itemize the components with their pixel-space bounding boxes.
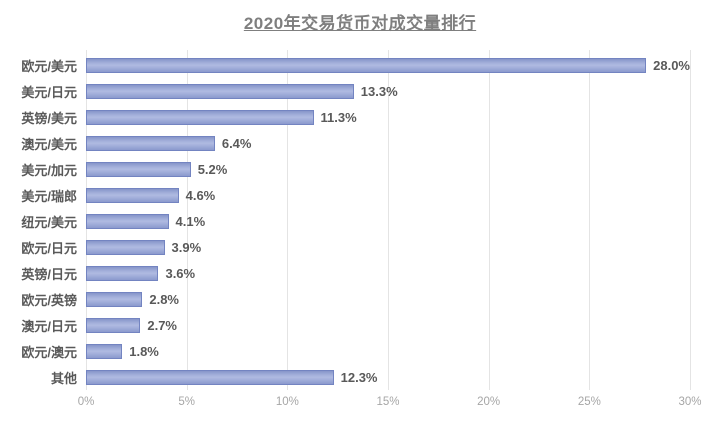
bar: [86, 291, 143, 307]
data-label: 3.6%: [165, 265, 196, 281]
category-label: 其他: [50, 370, 77, 386]
category-label: 欧元/日元: [21, 240, 77, 256]
data-label: 2.7%: [147, 317, 177, 333]
chart-row: 英镑/美元 11.3%: [21, 104, 690, 130]
category-label: 英镑/美元: [21, 110, 77, 126]
category-label: 澳元/美元: [21, 136, 77, 152]
data-label: 5.2%: [197, 161, 228, 177]
data-label: 6.4%: [221, 135, 252, 151]
data-label: 28.0%: [653, 57, 690, 73]
gridline: [589, 50, 591, 390]
chart-row: 欧元/英镑 2.8%: [21, 286, 690, 312]
bar: [86, 317, 141, 333]
bar: [86, 343, 123, 359]
x-tick-label: 20%: [477, 396, 501, 408]
category-label: 澳元/日元: [21, 318, 77, 334]
gridline: [287, 50, 289, 390]
chart-row: 澳元/日元 2.7%: [21, 312, 690, 338]
bar-rows: 欧元/美元 28.0% 美元/日元 13.3% 英镑/美元 11.3% 澳元/美元 6.4% 美…: [21, 52, 690, 390]
gridline: [488, 50, 490, 390]
data-label: 11.3%: [320, 109, 357, 125]
x-tick-label: 15%: [376, 396, 400, 408]
chart-row: 美元/瑞郎 4.6%: [21, 182, 690, 208]
chart-row: 美元/日元 13.3%: [21, 78, 690, 104]
category-label: 欧元/英镑: [21, 292, 77, 308]
gridline: [186, 50, 188, 390]
data-label: 4.1%: [175, 213, 206, 229]
gridline: [388, 50, 389, 390]
x-tick-label: 30%: [678, 396, 702, 408]
chart-row: 澳元/美元 6.4%: [21, 130, 690, 156]
bar: [86, 135, 215, 151]
data-label: 1.8%: [129, 343, 159, 359]
gridline: [690, 50, 691, 390]
data-label: 13.3%: [360, 83, 398, 99]
bar: [86, 265, 159, 281]
category-label: 美元/加元: [21, 162, 77, 178]
bar: [86, 109, 314, 125]
bar: [86, 83, 354, 99]
data-label: 12.3%: [340, 369, 378, 385]
x-tick-label: 25%: [577, 396, 601, 408]
data-label: 3.9%: [171, 239, 202, 255]
category-label: 纽元/美元: [21, 214, 77, 230]
bar: [86, 57, 647, 73]
plot-area: 欧元/美元 28.0% 美元/日元 13.3% 英镑/美元 11.3% 澳元/美元 6.4% 美…: [21, 50, 702, 408]
bar: [86, 213, 169, 229]
chart-row: 欧元/美元 28.0%: [21, 52, 690, 78]
bar: [86, 187, 179, 203]
chart-row: 美元/加元 5.2%: [21, 156, 690, 182]
category-label: 英镑/日元: [21, 266, 77, 282]
bar: [86, 161, 191, 177]
chart-row: 英镑/日元 3.6%: [21, 260, 690, 286]
chart-row: 纽元/美元 4.1%: [21, 208, 690, 234]
chart-title: 2020年交易货币对成交量排行: [243, 14, 477, 33]
category-label: 欧元/美元: [21, 58, 77, 74]
chart-row: 其他 12.3%: [51, 364, 690, 390]
category-label: 欧元/澳元: [21, 344, 77, 360]
category-label: 美元/瑞郎: [21, 188, 77, 204]
chart-row: 欧元/日元 3.9%: [21, 234, 690, 260]
x-axis: 0% 5% 10% 15% 20% 25% 30%: [78, 396, 702, 416]
category-label: 美元/日元: [21, 84, 77, 100]
bar: [86, 239, 165, 255]
x-tick-label: 0%: [77, 396, 95, 408]
chart-row: 欧元/澳元 1.8%: [21, 338, 690, 364]
x-tick-label: 5%: [178, 396, 195, 408]
data-label: 2.8%: [149, 291, 179, 307]
data-label: 4.6%: [185, 187, 216, 203]
x-tick-label: 10%: [275, 396, 299, 408]
bar: [86, 369, 334, 385]
